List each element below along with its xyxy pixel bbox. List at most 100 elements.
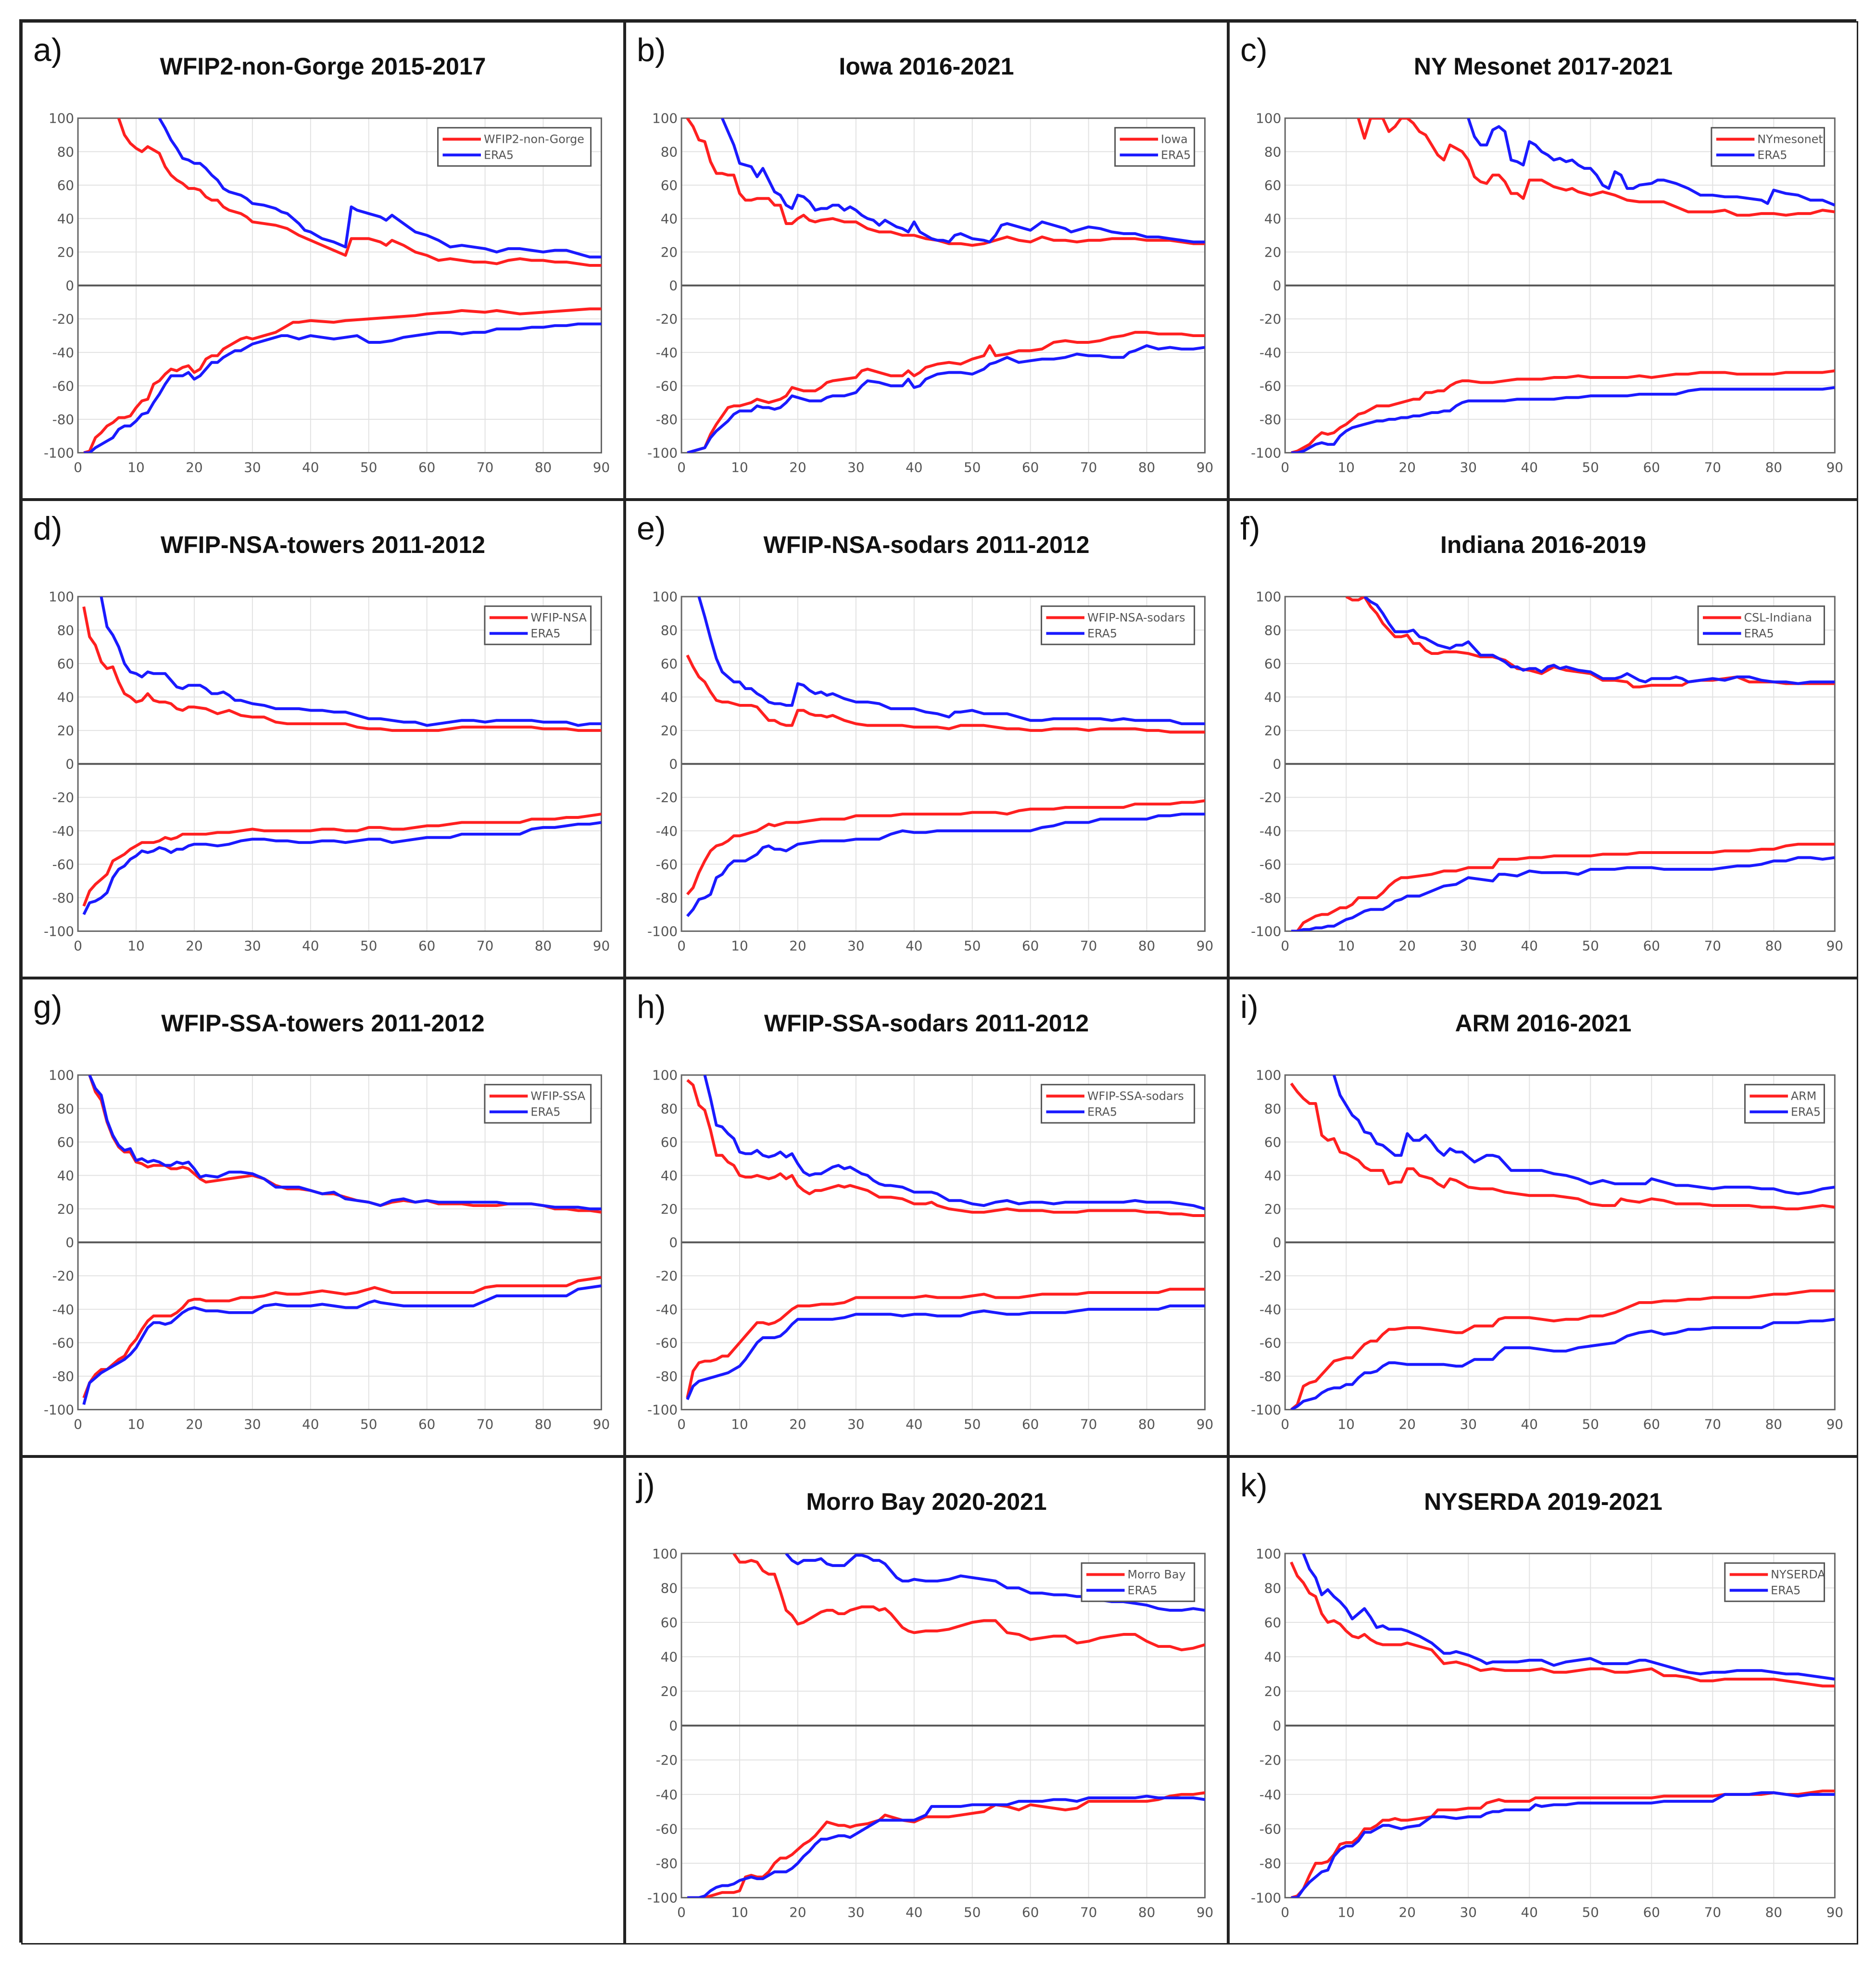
chart-panel: h) WFIP-SSA-sodars 2011-2012 0 10 20 30 40 50 60…: [625, 978, 1228, 1456]
y-tick-label: 20: [661, 1201, 678, 1217]
legend-label: ERA5: [1128, 1583, 1158, 1597]
series-line-obs-lower: [82, 1276, 602, 1399]
y-tick-label: -80: [1259, 1856, 1281, 1871]
series-line-obs-lower: [1291, 1789, 1835, 1898]
x-tick-label: 0: [677, 1416, 686, 1432]
chart-svg: 0 10 20 30 40 50 60 70 80 90 -100 -80 -60 -40 -20 0 20 40…: [647, 589, 1213, 954]
y-tick-label: 60: [1264, 1615, 1281, 1631]
y-tick-label: 100: [652, 589, 678, 605]
legend-label: ERA5: [1161, 148, 1191, 162]
x-tick-label: 70: [1080, 938, 1097, 954]
series-line-obs-lower: [686, 1288, 1205, 1398]
x-tick-label: 60: [418, 938, 435, 954]
legend-label: ARM: [1791, 1089, 1816, 1103]
y-tick-label: 100: [652, 1546, 678, 1562]
y-tick-label: 20: [661, 1683, 678, 1699]
x-tick-label: 10: [731, 1904, 748, 1920]
y-tick-label: -40: [656, 1302, 678, 1318]
chart-title: Indiana 2016-2019: [1440, 531, 1647, 558]
x-tick-label: 10: [1338, 459, 1355, 475]
y-tick-label: 0: [1273, 756, 1282, 772]
y-tick-label: -100: [44, 1402, 74, 1418]
y-tick-label: -80: [1259, 890, 1281, 906]
panel-letter: d): [33, 510, 63, 547]
chart-title: NYSERDA 2019-2021: [1424, 1488, 1662, 1515]
legend-label: CSL-Indiana: [1744, 611, 1812, 624]
figure-grid: a) WFIP2-non-Gorge 2015-2017 0 10 20 30 40 50 60…: [19, 19, 1858, 1945]
x-tick-label: 60: [1022, 938, 1039, 954]
x-tick-label: 50: [1582, 1416, 1599, 1432]
chart-svg: 0 10 20 30 40 50 60 70 80 90 -100 -80 -60 -40 -20 0 20 40…: [44, 589, 610, 954]
x-tick-label: 10: [1338, 1416, 1355, 1432]
series-line-obs-lower: [1290, 1289, 1835, 1410]
y-tick-label: 20: [1264, 723, 1281, 739]
x-tick-label: 40: [906, 1904, 922, 1920]
chart-svg: 0 10 20 30 40 50 60 70 80 90 -100 -80 -60 -40 -20 0 20 40…: [44, 1067, 610, 1432]
x-tick-label: 70: [1704, 1904, 1721, 1920]
y-tick-label: 60: [661, 177, 678, 193]
x-tick-label: 0: [74, 938, 82, 954]
x-tick-label: 80: [1765, 1904, 1782, 1920]
chart-svg: 0 10 20 30 40 50 60 70 80 90 -100 -80 -60 -40 -20 0 20 40…: [647, 1546, 1213, 1920]
x-tick-label: 60: [1022, 1904, 1039, 1920]
y-tick-label: 60: [1264, 656, 1281, 672]
y-tick-label: 0: [1273, 1235, 1282, 1251]
series-line-era5-upper: [88, 1075, 602, 1211]
chart-panel: i) ARM 2016-2021 0 10 20 30 40 50 60 70 80 90 -100 -8…: [1228, 978, 1858, 1456]
x-tick-label: 20: [186, 459, 202, 475]
y-tick-label: 60: [661, 1615, 678, 1631]
chart-title: WFIP2-non-Gorge 2015-2017: [160, 53, 486, 80]
series-line-obs-lower: [1291, 369, 1835, 453]
x-tick-label: 20: [1399, 1416, 1416, 1432]
y-tick-label: 80: [57, 144, 74, 160]
y-tick-label: -40: [52, 345, 74, 361]
x-tick-label: 60: [1643, 1416, 1660, 1432]
series-line-era5-lower: [1291, 1791, 1835, 1898]
x-tick-label: 20: [186, 938, 202, 954]
y-tick-label: 0: [669, 278, 678, 294]
y-tick-label: -40: [656, 345, 678, 361]
y-tick-label: 0: [65, 1235, 74, 1251]
y-tick-label: 40: [1264, 1649, 1281, 1665]
y-tick-label: -40: [1259, 823, 1281, 839]
x-tick-label: 20: [1399, 938, 1416, 954]
chart-title: Morro Bay 2020-2021: [806, 1488, 1047, 1515]
series-line-obs-upper: [82, 606, 602, 732]
series-line-era5-lower: [687, 344, 1205, 453]
plot-area-border: [680, 1553, 1206, 1899]
legend-label: WFIP-SSA: [530, 1089, 585, 1103]
series-line-obs-lower: [1291, 842, 1835, 931]
y-tick-label: 100: [1256, 111, 1281, 126]
x-tick-label: 80: [1765, 1416, 1782, 1432]
x-tick-label: 10: [127, 459, 144, 475]
x-tick-label: 50: [360, 459, 377, 475]
x-tick-label: 20: [789, 1416, 806, 1432]
y-tick-label: 0: [1273, 278, 1282, 294]
legend-label: ERA5: [1757, 148, 1787, 162]
x-tick-label: 80: [535, 459, 552, 475]
y-tick-label: -40: [656, 823, 678, 839]
y-tick-label: 20: [57, 1201, 74, 1217]
y-tick-label: 60: [57, 177, 74, 193]
y-tick-label: 80: [1264, 144, 1281, 160]
plot-area-border: [680, 1074, 1206, 1411]
chart-title: WFIP-SSA-towers 2011-2012: [161, 1010, 485, 1037]
plot-area-border: [1284, 1553, 1836, 1899]
y-tick-label: 0: [669, 1235, 678, 1251]
legend-label: WFIP-NSA-sodars: [1087, 611, 1185, 624]
x-tick-label: 40: [1521, 1904, 1538, 1920]
chart-svg: 0 10 20 30 40 50 60 70 80 90 -100 -80 -60 -40 -20 0 20 40…: [44, 111, 610, 476]
x-tick-label: 10: [731, 459, 748, 475]
series-line-era5-upper: [1332, 1075, 1835, 1195]
chart-panel: d) WFIP-NSA-towers 2011-2012 0 10 20 30 40 50 60…: [21, 500, 625, 978]
y-tick-label: 60: [661, 1134, 678, 1150]
legend-label: ERA5: [1771, 1583, 1800, 1597]
legend-box: [1114, 127, 1196, 167]
x-tick-label: 90: [1826, 459, 1843, 475]
chart-title: WFIP-NSA-towers 2011-2012: [160, 531, 486, 558]
x-tick-label: 40: [1521, 938, 1538, 954]
x-tick-label: 40: [906, 1416, 922, 1432]
legend-label: ERA5: [530, 1105, 560, 1118]
legend-label: WFIP-SSA-sodars: [1087, 1089, 1184, 1103]
y-tick-label: 20: [1264, 1201, 1281, 1217]
